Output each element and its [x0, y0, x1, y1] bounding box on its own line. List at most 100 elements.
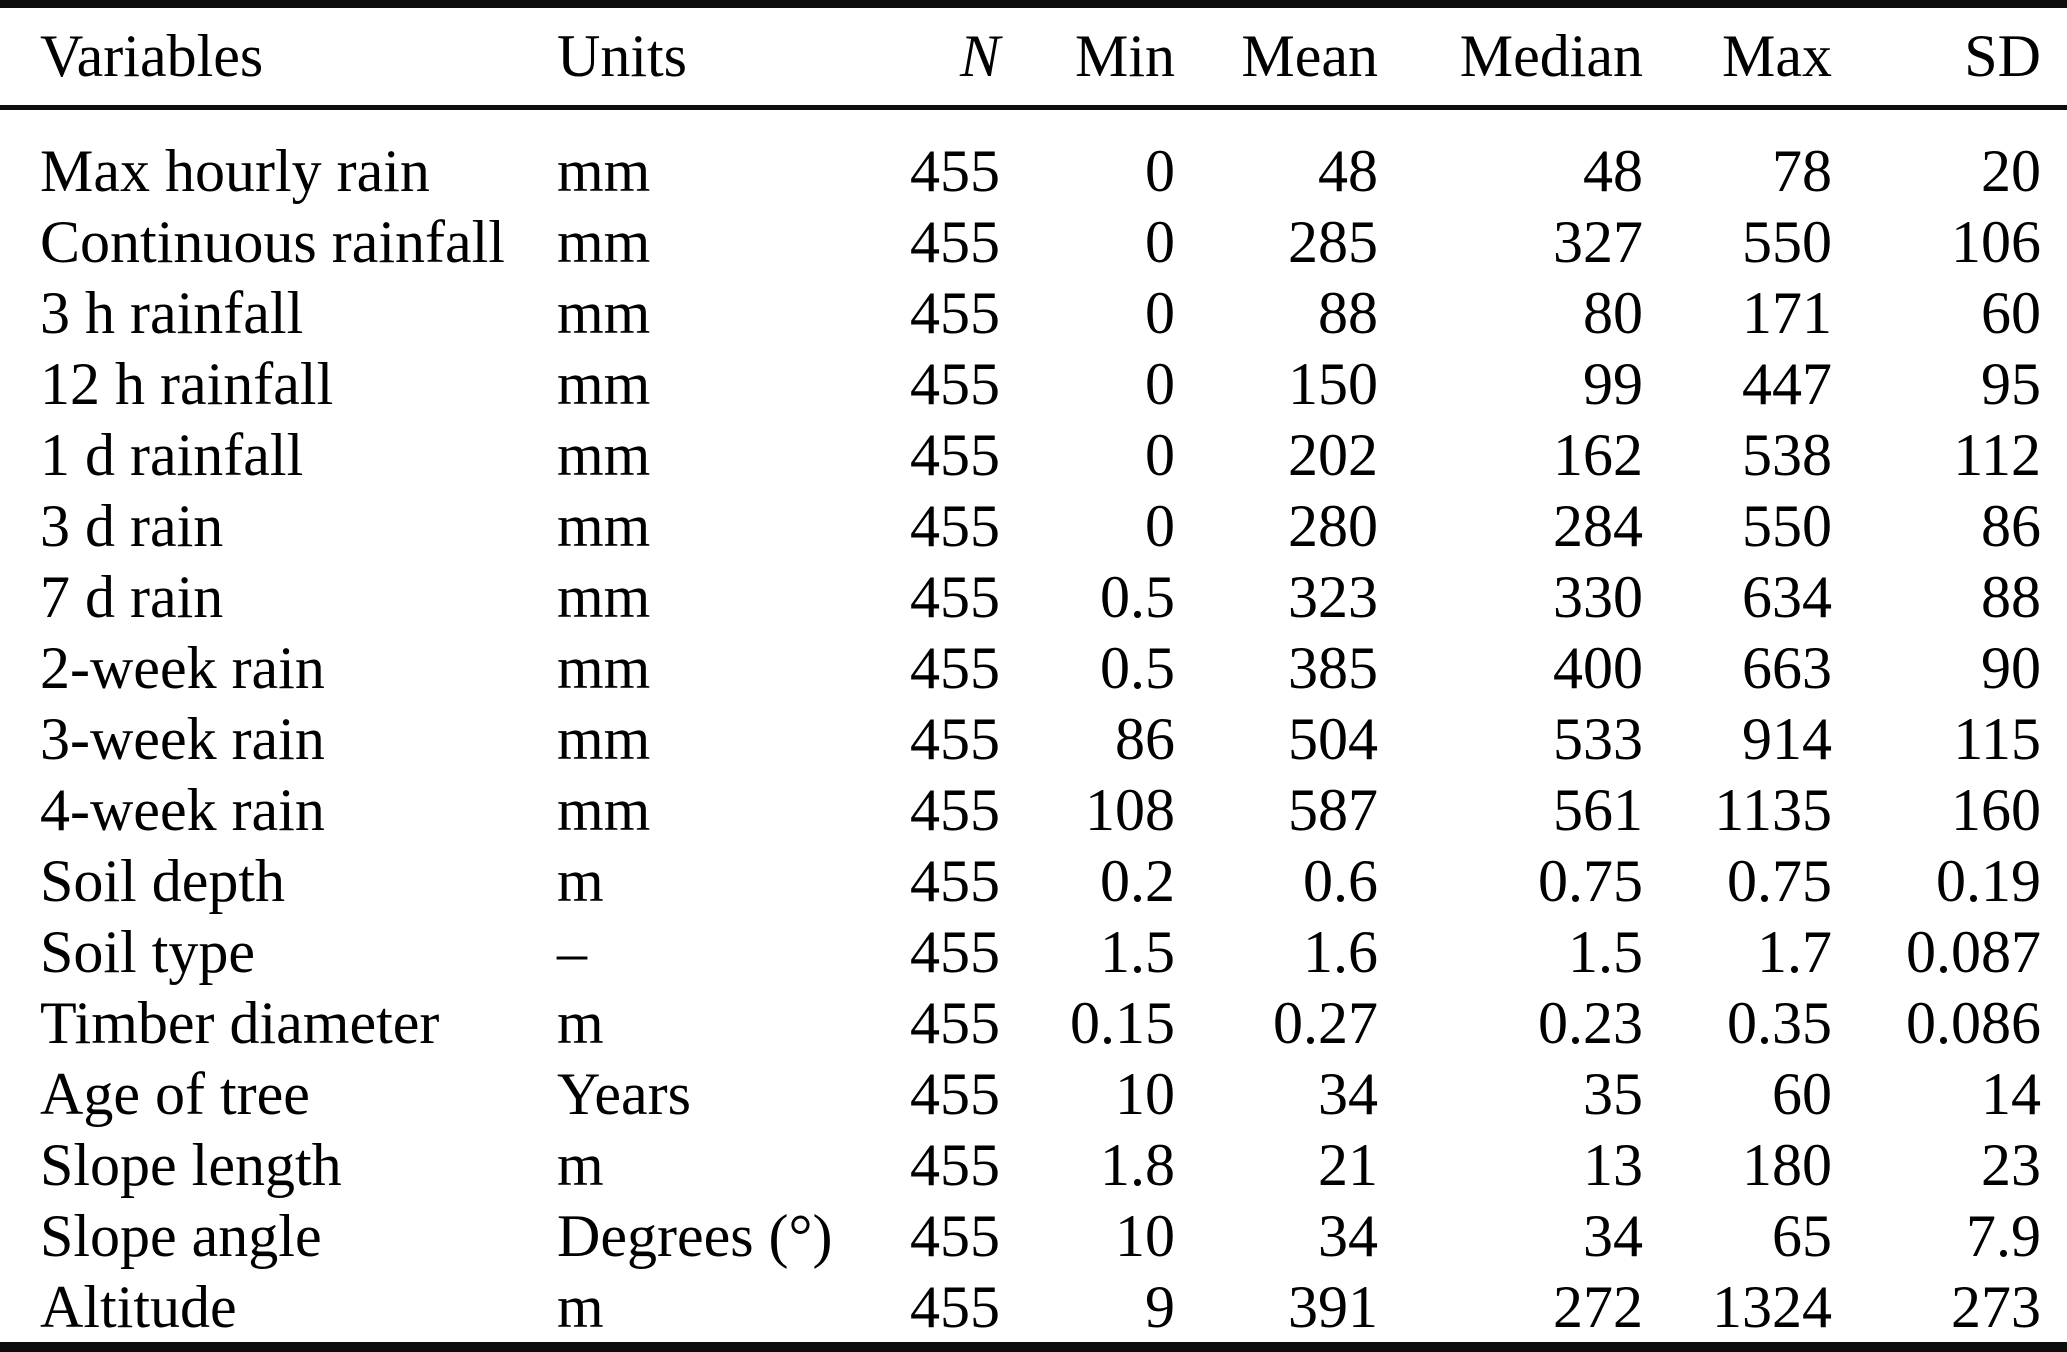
- cell-sd: 95: [1981, 350, 2041, 417]
- cell-n: 455: [910, 492, 1000, 559]
- cell-median: 284: [1553, 492, 1643, 559]
- table-row: 3 h rainfall mm 455 0 88 80 171 60: [0, 278, 2067, 349]
- cell-mean: 0.6: [1303, 847, 1378, 914]
- cell-variable: 12 h rainfall: [40, 350, 334, 417]
- table-row: Soil type – 455 1.5 1.6 1.5 1.7 0.087: [0, 917, 2067, 988]
- cell-mean: 150: [1288, 350, 1378, 417]
- cell-max: 1.7: [1757, 918, 1832, 985]
- cell-median: 561: [1553, 776, 1643, 843]
- cell-sd: 90: [1981, 634, 2041, 701]
- cell-unit: m: [557, 847, 604, 914]
- cell-mean: 285: [1288, 208, 1378, 275]
- cell-sd: 0.086: [1906, 989, 2041, 1056]
- cell-sd: 115: [1953, 705, 2041, 772]
- column-header-min: Min: [1074, 22, 1175, 89]
- cell-mean: 88: [1318, 279, 1378, 346]
- cell-unit: mm: [557, 279, 651, 346]
- column-header-variable: Variables: [40, 22, 264, 89]
- cell-n: 455: [910, 1131, 1000, 1198]
- table-header: Variables Units N Min Mean Median Max SD: [0, 8, 2067, 107]
- cell-mean: 504: [1288, 705, 1378, 772]
- header-row: Variables Units N Min Mean Median Max SD: [0, 8, 2067, 107]
- cell-max: 1324: [1712, 1273, 1832, 1340]
- cell-max: 538: [1742, 421, 1832, 488]
- cell-sd: 86: [1981, 492, 2041, 559]
- table-row: 3 d rain mm 455 0 280 284 550 86: [0, 491, 2067, 562]
- cell-mean: 48: [1318, 137, 1378, 204]
- cell-median: 1.5: [1568, 918, 1643, 985]
- cell-median: 272: [1553, 1273, 1643, 1340]
- cell-median: 80: [1583, 279, 1643, 346]
- cell-median: 99: [1583, 350, 1643, 417]
- cell-max: 78: [1772, 137, 1832, 204]
- cell-min: 1.5: [1100, 918, 1175, 985]
- cell-median: 162: [1553, 421, 1643, 488]
- cell-variable: Slope length: [40, 1131, 342, 1198]
- cell-median: 35: [1583, 1060, 1643, 1127]
- table-row: Timber diameter m 455 0.15 0.27 0.23 0.35 0.086: [0, 988, 2067, 1059]
- cell-unit: mm: [557, 350, 651, 417]
- table-bottom-rule: [0, 1342, 2067, 1352]
- column-header-n: N: [959, 22, 1000, 89]
- cell-n: 455: [910, 279, 1000, 346]
- cell-n: 455: [910, 989, 1000, 1056]
- cell-max: 550: [1742, 208, 1832, 275]
- cell-min: 0: [1145, 279, 1175, 346]
- table-row: 7 d rain mm 455 0.5 323 330 634 88: [0, 562, 2067, 633]
- cell-variable: Continuous rainfall: [40, 208, 505, 275]
- cell-median: 327: [1553, 208, 1643, 275]
- table-row: 2-week rain mm 455 0.5 385 400 663 90: [0, 633, 2067, 704]
- cell-sd: 14: [1981, 1060, 2041, 1127]
- table-row: Age of tree Years 455 10 34 35 60 14: [0, 1059, 2067, 1130]
- cell-sd: 23: [1981, 1131, 2041, 1198]
- cell-mean: 1.6: [1303, 918, 1378, 985]
- cell-variable: Age of tree: [40, 1060, 310, 1127]
- cell-median: 400: [1553, 634, 1643, 701]
- cell-unit: –: [557, 918, 587, 985]
- cell-max: 447: [1742, 350, 1832, 417]
- cell-unit: m: [557, 1273, 604, 1340]
- cell-variable: Soil type: [40, 918, 256, 985]
- cell-mean: 0.27: [1273, 989, 1378, 1056]
- cell-max: 180: [1742, 1131, 1832, 1198]
- cell-unit: m: [557, 1131, 604, 1198]
- cell-max: 0.35: [1727, 989, 1832, 1056]
- table-row: Altitude m 455 9 391 272 1324 273: [0, 1272, 2067, 1343]
- cell-mean: 385: [1288, 634, 1378, 701]
- cell-median: 0.23: [1538, 989, 1643, 1056]
- cell-mean: 280: [1288, 492, 1378, 559]
- cell-min: 0.2: [1100, 847, 1175, 914]
- cell-unit: mm: [557, 563, 651, 630]
- cell-mean: 34: [1318, 1202, 1378, 1269]
- cell-n: 455: [910, 1202, 1000, 1269]
- column-header-median: Median: [1459, 22, 1643, 89]
- cell-variable: Altitude: [40, 1273, 237, 1340]
- table-body: Max hourly rain mm 455 0 48 48 78 20 Continuous …: [0, 107, 2067, 1343]
- cell-sd: 88: [1981, 563, 2041, 630]
- cell-median: 13: [1583, 1131, 1643, 1198]
- cell-n: 455: [910, 421, 1000, 488]
- cell-n: 455: [910, 208, 1000, 275]
- cell-mean: 391: [1288, 1273, 1378, 1340]
- cell-min: 108: [1085, 776, 1175, 843]
- cell-n: 455: [910, 847, 1000, 914]
- cell-min: 0: [1145, 421, 1175, 488]
- cell-sd: 112: [1953, 421, 2041, 488]
- cell-n: 455: [910, 634, 1000, 701]
- cell-variable: 7 d rain: [40, 563, 224, 630]
- cell-mean: 21: [1318, 1131, 1378, 1198]
- cell-max: 914: [1742, 705, 1832, 772]
- cell-min: 10: [1115, 1060, 1175, 1127]
- cell-min: 9: [1145, 1273, 1175, 1340]
- cell-min: 86: [1115, 705, 1175, 772]
- cell-mean: 323: [1288, 563, 1378, 630]
- cell-unit: mm: [557, 137, 651, 204]
- cell-max: 65: [1772, 1202, 1832, 1269]
- cell-unit: Years: [557, 1060, 691, 1127]
- cell-sd: 0.19: [1936, 847, 2041, 914]
- cell-max: 171: [1742, 279, 1832, 346]
- cell-sd: 20: [1981, 137, 2041, 204]
- cell-mean: 34: [1318, 1060, 1378, 1127]
- cell-unit: mm: [557, 776, 651, 843]
